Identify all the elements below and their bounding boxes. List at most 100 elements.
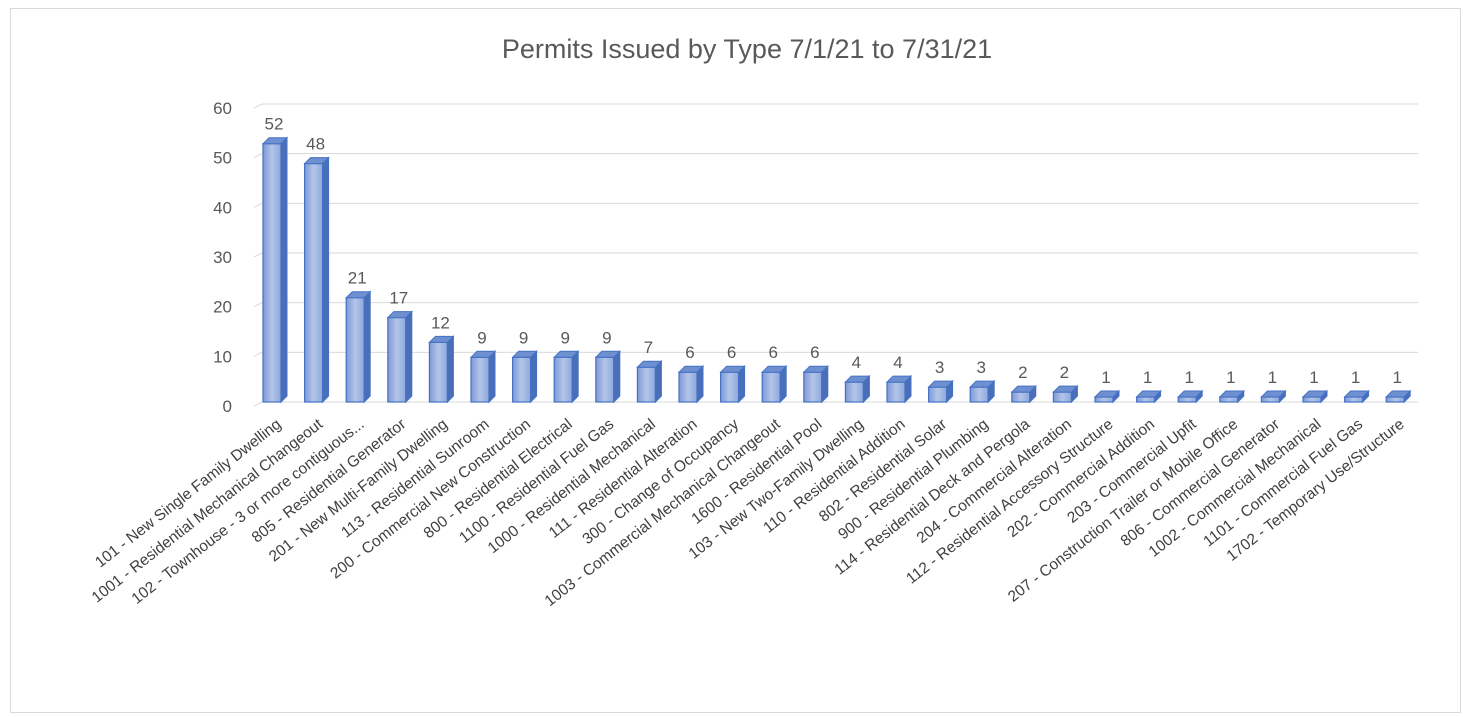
bar-top: [636, 360, 663, 368]
bar-top: [1218, 390, 1246, 398]
bar: [469, 350, 497, 404]
bar-top: [1135, 390, 1162, 398]
data-label: 52: [265, 115, 284, 134]
data-label: 6: [810, 343, 819, 362]
bar-front: [844, 381, 865, 403]
data-label: 1: [1101, 368, 1110, 387]
bar: [303, 156, 330, 404]
bar: [1343, 389, 1370, 404]
bar-front: [1177, 396, 1197, 403]
bar-side: [280, 136, 288, 404]
bar-front: [1385, 396, 1405, 403]
bar-front: [428, 341, 448, 403]
bar-side: [322, 156, 330, 404]
bar-front: [1260, 396, 1281, 403]
bar-front: [1094, 396, 1114, 403]
bar-side: [405, 310, 413, 404]
gridline: [253, 153, 263, 159]
data-label: 2: [1060, 363, 1069, 382]
bar: [968, 379, 996, 404]
bar: [344, 290, 372, 404]
y-tick-label: 40: [213, 198, 232, 217]
chart-title: Permits Issued by Type 7/1/21 to 7/31/21: [502, 34, 992, 64]
bar-front: [595, 356, 615, 403]
data-label: 3: [935, 358, 944, 377]
bar: [1384, 389, 1412, 404]
bar-top: [968, 380, 996, 388]
data-label: 1: [1226, 368, 1235, 387]
bar-front: [761, 371, 781, 403]
bar-top: [344, 291, 372, 299]
bar-top: [1010, 385, 1038, 393]
bar: [1135, 389, 1162, 404]
bar-side: [571, 350, 579, 404]
bar-top: [469, 350, 497, 358]
bar: [386, 310, 414, 404]
bar: [1093, 389, 1121, 404]
y-tick-label: 20: [213, 298, 232, 317]
data-label: 12: [431, 313, 450, 332]
bar-front: [969, 386, 989, 403]
bar: [1301, 389, 1329, 404]
data-label: 9: [477, 328, 486, 347]
data-label: 1: [1309, 368, 1318, 387]
bar-top: [719, 365, 746, 373]
gridline: [253, 252, 263, 258]
data-label: 3: [976, 358, 985, 377]
data-label: 21: [348, 269, 367, 288]
bar: [760, 364, 788, 404]
bar: [927, 379, 954, 404]
bar: [719, 364, 746, 404]
bar: [511, 350, 538, 404]
bar-top: [511, 350, 538, 358]
data-label: 6: [685, 343, 694, 362]
bar-front: [678, 371, 698, 403]
bar-front: [1011, 391, 1031, 403]
bar-side: [488, 350, 496, 404]
bar-front: [886, 381, 906, 403]
y-axis-ticks: 0 10 20 30 40 50 60: [213, 99, 232, 416]
bar-front: [387, 316, 407, 403]
gridline: [253, 202, 263, 208]
bar-front: [262, 143, 282, 403]
bar-front: [511, 356, 532, 403]
bar-top: [552, 350, 580, 358]
data-label: 1: [1143, 368, 1152, 387]
y-tick-label: 10: [213, 347, 232, 366]
bar-front: [719, 371, 740, 403]
bar-front: [345, 297, 365, 403]
bar: [1218, 389, 1246, 404]
bar-front: [553, 356, 573, 403]
bar-top: [1052, 385, 1079, 393]
data-label: 1: [1392, 368, 1401, 387]
bar: [594, 350, 622, 404]
bar-top: [428, 335, 455, 343]
bar: [1176, 389, 1204, 404]
y-tick-label: 50: [213, 149, 232, 168]
bar-top: [386, 311, 414, 319]
bar-top: [802, 365, 830, 373]
bar-top: [303, 157, 330, 165]
bar-top: [1343, 390, 1370, 398]
data-label: 2: [1018, 363, 1027, 382]
bar: [261, 136, 289, 404]
bar: [552, 350, 580, 404]
bar-front: [636, 366, 657, 403]
bar: [677, 364, 705, 404]
data-label: 9: [519, 328, 528, 347]
bar-top: [760, 365, 788, 373]
bar-top: [844, 375, 871, 383]
bar-top: [1384, 390, 1412, 398]
bar-top: [1176, 390, 1204, 398]
y-tick-label: 30: [213, 248, 232, 267]
bar-top: [1093, 390, 1121, 398]
bar-side: [654, 360, 662, 404]
bar-top: [885, 375, 913, 383]
bar-top: [1260, 390, 1287, 398]
y-tick-label: 0: [223, 397, 232, 416]
bar-top: [927, 380, 954, 388]
chart-frame: [10, 8, 1461, 713]
gridline: [253, 302, 263, 308]
